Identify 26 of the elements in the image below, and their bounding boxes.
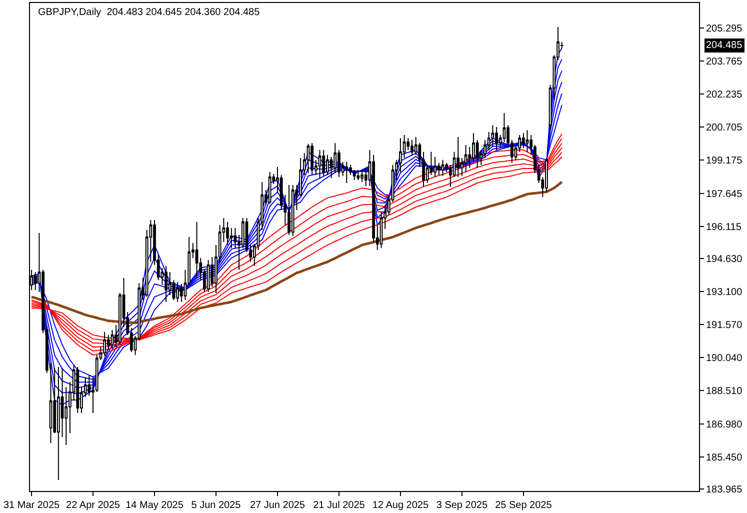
x-tick-label: 5 Jun 2025 (191, 500, 242, 511)
x-tick-label: 12 Aug 2025 (372, 500, 429, 511)
y-tick-label: 188.510 (706, 386, 743, 398)
text: 204.485 (706, 40, 743, 51)
y-tick-label: 202.235 (706, 90, 743, 101)
x-tick-label: 27 Jun 2025 (250, 500, 306, 511)
y-tick-label: 183.965 (706, 484, 743, 496)
y-tick-label: 205.295 (706, 23, 743, 34)
y-tick-label: 200.705 (706, 122, 743, 134)
y-tick-label: 196.115 (706, 222, 742, 233)
y-tick-label: 185.450 (706, 452, 743, 464)
x-tick-label: 21 Jul 2025 (313, 500, 366, 511)
y-tick-label: 191.570 (706, 320, 743, 332)
y-tick-label: 186.980 (706, 419, 743, 430)
chart-title: GBPJPY,Daily 204.483 204.645 204.360 204.485 (38, 7, 260, 18)
y-tick-label: 193.100 (706, 287, 743, 298)
y-tick-label: 194.630 (706, 254, 743, 265)
y-tick-label: 199.175 (706, 156, 743, 167)
y-tick-label: 190.040 (706, 353, 743, 364)
y-tick-label: 203.765 (706, 56, 743, 68)
x-tick-label: 3 Sep 2025 (436, 500, 488, 511)
x-tick-label: 25 Sep 2025 (495, 500, 552, 511)
x-tick-label: 31 Mar 2025 (3, 500, 60, 511)
x-tick-label: 22 Apr 2025 (66, 500, 120, 511)
x-tick-label: 14 May 2025 (126, 500, 184, 511)
y-tick-label: 197.645 (706, 188, 743, 200)
